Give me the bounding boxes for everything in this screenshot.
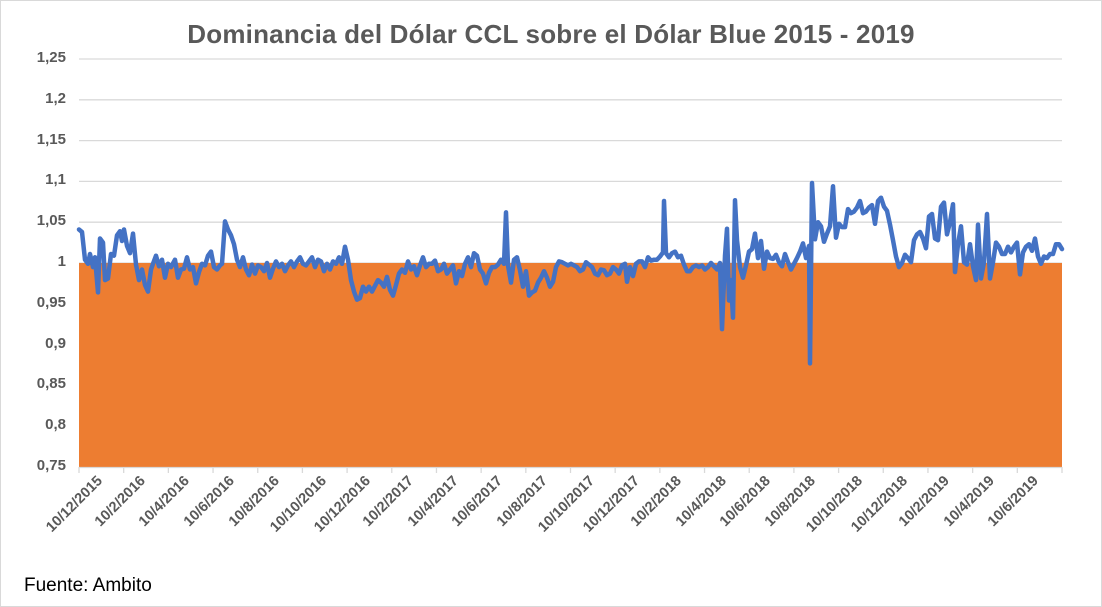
y-tick-label: 0,8	[45, 416, 66, 434]
y-tick-label: 1,2	[45, 89, 66, 107]
y-tick-label: 0,9	[45, 334, 66, 352]
chart-title: Dominancia del Dólar CCL sobre el Dólar …	[187, 19, 915, 49]
y-tick-label: 0,85	[36, 375, 66, 393]
area-series	[79, 263, 1062, 467]
y-tick-label: 1,05	[36, 212, 66, 230]
y-tick-label: 1	[57, 253, 66, 270]
y-tick-label: 1,15	[36, 130, 66, 148]
line-series	[76, 180, 1065, 366]
source-note: Fuente: Ambito	[24, 575, 152, 596]
y-tick-label: 1,1	[45, 171, 66, 189]
y-tick-label: 1,25	[36, 49, 66, 66]
y-tick-label: 0,95	[36, 293, 66, 311]
y-tick-label: 0,75	[36, 457, 66, 474]
